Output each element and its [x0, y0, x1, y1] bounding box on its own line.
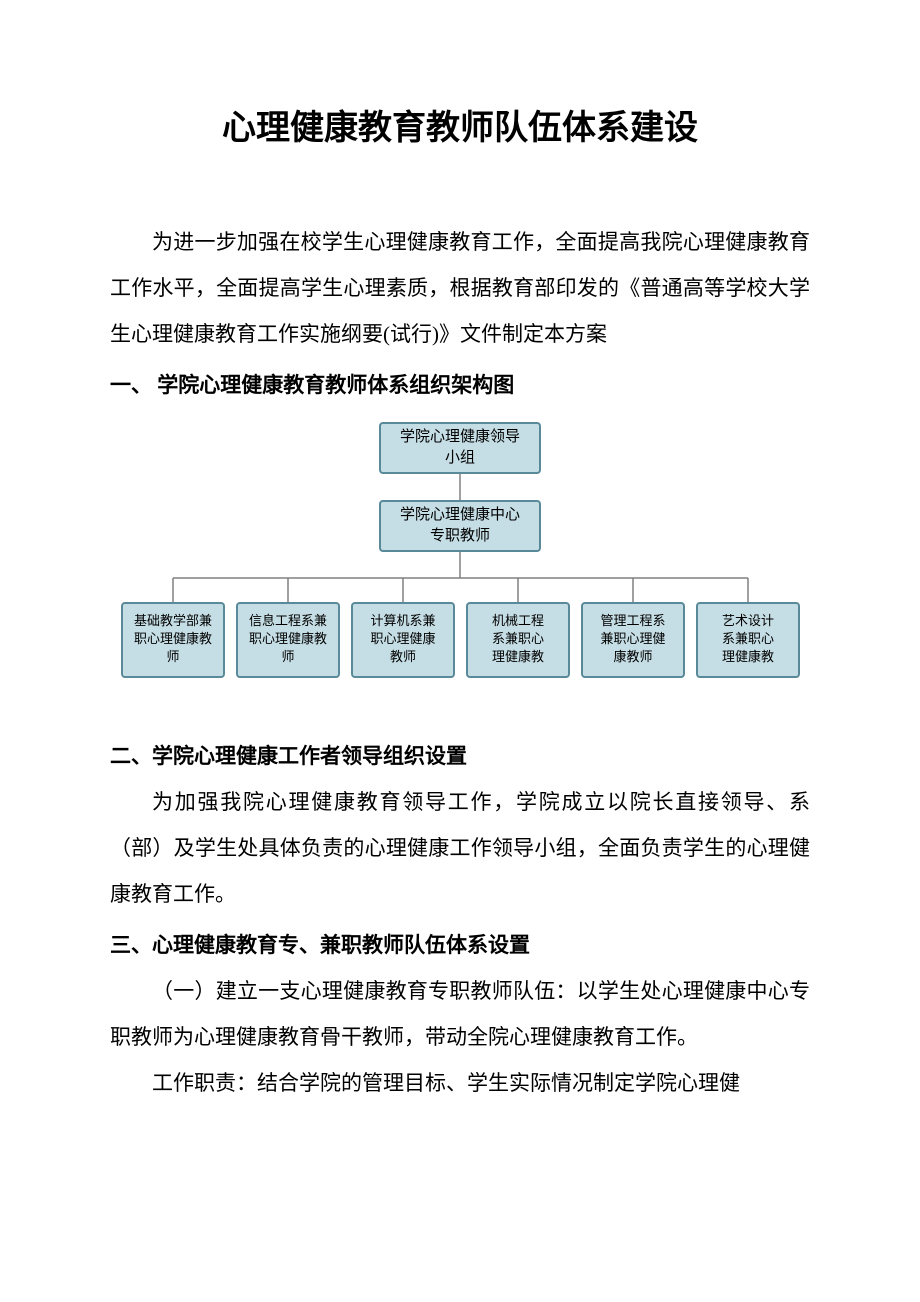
section-3-paragraph-a: （一）建立一支心理健康教育专职教师队伍：以学生处心理健康中心专职教师为心理健康教…: [110, 968, 810, 1060]
org-chart-node: 计算机系兼职心理健康教师: [352, 603, 454, 677]
org-chart-node-label: 学院心理健康领导: [400, 427, 520, 445]
org-chart-node-label: 教师: [390, 649, 416, 664]
org-chart-node-label: 计算机系兼: [370, 613, 435, 628]
org-chart-node-label: 理健康教: [722, 649, 774, 664]
org-chart-node-label: 机械工程: [492, 613, 544, 628]
org-chart-node-label: 职心理健康教: [134, 631, 212, 646]
intro-paragraph: 为进一步加强在校学生心理健康教育工作，全面提高我院心理健康教育工作水平，全面提高…: [110, 219, 810, 358]
section-2-paragraph: 为加强我院心理健康教育领导工作，学院成立以院长直接领导、系（部）及学生处具体负责…: [110, 779, 810, 918]
org-chart-node-label: 管理工程系: [600, 613, 665, 628]
section-3-paragraph-b: 工作职责：结合学院的管理目标、学生实际情况制定学院心理健: [110, 1060, 810, 1106]
org-chart-node-label: 小组: [445, 449, 475, 466]
heading-section-1: 一、 学院心理健康教育教师体系组织架构图: [110, 362, 810, 408]
org-chart-node: 基础教学部兼职心理健康教师: [122, 603, 224, 677]
org-chart-node-label: 基础教学部兼: [134, 613, 212, 628]
org-chart-node: 管理工程系兼职心理健康教师: [582, 603, 684, 677]
org-chart-node-label: 职心理健康: [370, 631, 435, 646]
org-chart-node: 艺术设计系兼职心理健康教: [697, 603, 799, 677]
org-chart-node-label: 学院心理健康中心: [400, 505, 520, 523]
org-chart-node-label: 专职教师: [430, 527, 490, 544]
org-chart-node-label: 师: [166, 649, 179, 664]
org-chart-node-label: 理健康教: [492, 649, 544, 664]
org-chart-node-label: 系兼职心: [492, 631, 544, 646]
org-chart-node-label: 兼职心理健: [600, 631, 665, 646]
page-title: 心理健康教育教师队伍体系建设: [110, 100, 810, 149]
heading-section-2: 二、学院心理健康工作者领导组织设置: [110, 733, 810, 779]
org-chart-container: 学院心理健康领导小组学院心理健康中心专职教师基础教学部兼职心理健康教师信息工程系…: [110, 418, 810, 703]
heading-section-3: 三、心理健康教育专、兼职教师队伍体系设置: [110, 922, 810, 968]
org-chart-node-label: 艺术设计: [722, 613, 774, 628]
org-chart-node: 机械工程系兼职心理健康教: [467, 603, 569, 677]
org-chart-node-label: 系兼职心: [722, 631, 774, 646]
org-chart-node: 学院心理健康领导小组: [380, 423, 540, 473]
org-chart: 学院心理健康领导小组学院心理健康中心专职教师基础教学部兼职心理健康教师信息工程系…: [110, 418, 810, 698]
org-chart-node-label: 信息工程系兼: [249, 613, 327, 628]
org-chart-node: 学院心理健康中心专职教师: [380, 501, 540, 551]
org-chart-node-label: 师: [281, 649, 294, 664]
org-chart-node-label: 职心理健康教: [249, 631, 327, 646]
org-chart-node-label: 康教师: [613, 649, 652, 664]
org-chart-node: 信息工程系兼职心理健康教师: [237, 603, 339, 677]
